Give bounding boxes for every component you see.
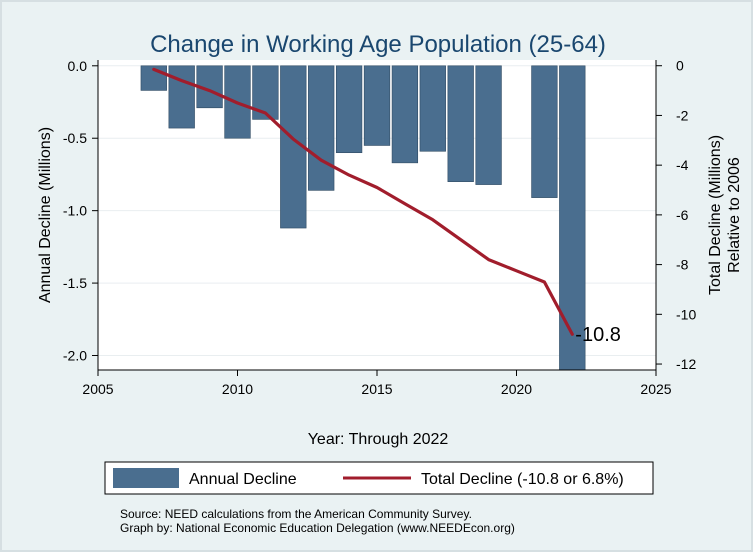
- total-decline-line: [152, 67, 574, 336]
- bar: [391, 65, 419, 164]
- x-tick-label: 2020: [501, 381, 532, 397]
- x-tick-label: 2025: [640, 381, 671, 397]
- axes: 0.0 -0.5 -1.0 -1.5 -2.0 0 -2 -4 -6 -8 -10 -12 2005 20…: [63, 58, 697, 397]
- bar: [335, 65, 363, 154]
- y-right-tick-label: 0: [676, 58, 684, 74]
- y-left-tick-label: -2.0: [63, 348, 87, 364]
- bar: [419, 65, 446, 152]
- legend-label-total-decline: Total Decline (-10.8 or 6.8%): [421, 471, 624, 488]
- x-tick-label: 2010: [222, 381, 253, 397]
- y-axis-left-label: Annual Decline (Millions): [37, 127, 54, 303]
- x-tick-label: 2015: [361, 381, 392, 397]
- legend-label-annual-decline: Annual Decline: [189, 471, 297, 488]
- y-right-tick-label: -6: [676, 207, 689, 223]
- bar: [308, 65, 335, 191]
- source-note: Source: NEED calculations from the Ameri…: [120, 507, 472, 521]
- y-left-tick-label: 0.0: [68, 58, 88, 74]
- bar: [168, 65, 195, 129]
- x-axis-label: Year: Through 2022: [308, 431, 449, 448]
- y-right-tick-label: -10: [676, 306, 696, 322]
- bar: [475, 65, 502, 185]
- bar: [363, 65, 391, 146]
- y-axis-right-label-line-1: Total Decline (Millions): [707, 135, 724, 295]
- y-right-tick-label: -12: [676, 356, 696, 372]
- x-tick-label: 2005: [82, 381, 113, 397]
- line-series: [152, 67, 574, 336]
- y-right-tick-label: -8: [676, 257, 689, 273]
- y-right-tick-label: -4: [676, 157, 689, 173]
- legend-bar-swatch: [113, 468, 179, 488]
- bar: [447, 65, 474, 182]
- y-right-tick-label: -2: [676, 107, 689, 123]
- bar: [196, 65, 223, 109]
- y-left-tick-label: -1.0: [63, 203, 87, 219]
- y-left-tick-label: -1.5: [63, 275, 87, 291]
- credit-note: Graph by: National Economic Education De…: [120, 521, 515, 535]
- chart-title: Change in Working Age Population (25-64): [150, 31, 606, 58]
- legend: Annual Decline Total Decline (-10.8 or 6…: [104, 461, 654, 495]
- bar: [531, 65, 558, 198]
- y-left-tick-label: -0.5: [63, 130, 87, 146]
- line-end-label: -10.8: [575, 324, 621, 346]
- y-axis-right-label-line-2: Relative to 2006: [726, 157, 743, 273]
